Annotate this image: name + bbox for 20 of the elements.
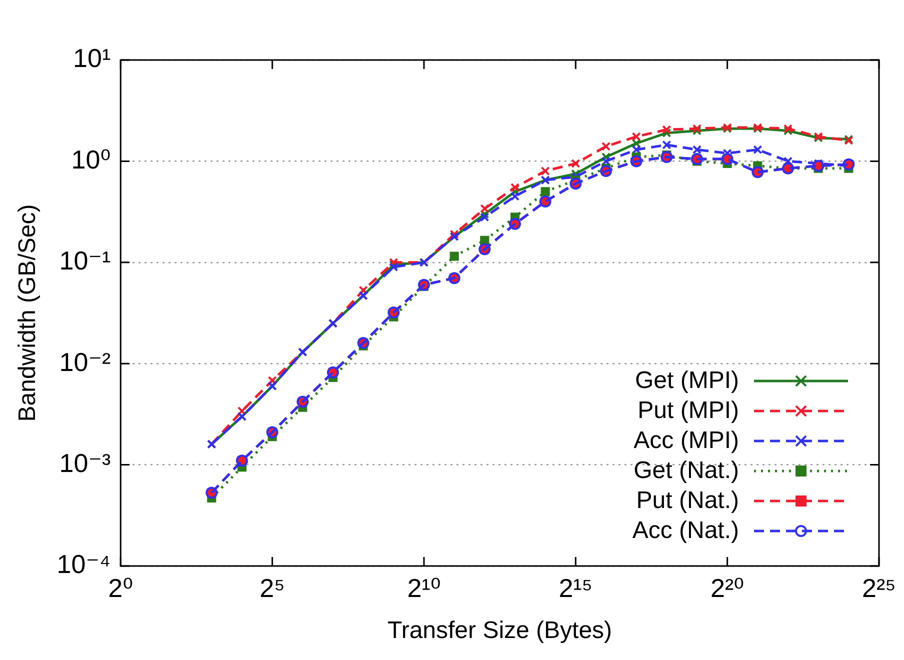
legend-label: Acc (MPI) — [634, 427, 739, 455]
y-axis-title: Bandwidth (GB/Sec) — [14, 204, 42, 422]
legend-label: Acc (Nat.) — [632, 517, 739, 545]
x-tick-label: 2¹⁵ — [558, 572, 593, 603]
y-tick-label: 10⁻³ — [59, 448, 111, 478]
x-axis-title: Transfer Size (Bytes) — [388, 617, 612, 644]
y-tick-label: 10⁻² — [59, 346, 111, 377]
x-tick-label: 2²⁰ — [710, 572, 744, 603]
legend-label: Put (MPI) — [638, 397, 739, 425]
y-tick-label: 10⁻¹ — [59, 246, 111, 276]
legend-label: Get (Nat.) — [634, 457, 739, 485]
legend-label: Get (MPI) — [634, 367, 739, 395]
x-tick-label: 2²⁵ — [862, 572, 896, 603]
x-tick-label: 2⁰ — [108, 572, 134, 603]
legend-label: Put (Nat.) — [636, 487, 739, 515]
y-tick-label: 10⁰ — [71, 144, 111, 174]
y-tick-label: 10⁻⁴ — [56, 549, 111, 580]
x-tick-label: 2⁵ — [260, 572, 285, 603]
y-tick-label: 10¹ — [73, 43, 111, 74]
x-tick-label: 2¹⁰ — [407, 572, 441, 603]
